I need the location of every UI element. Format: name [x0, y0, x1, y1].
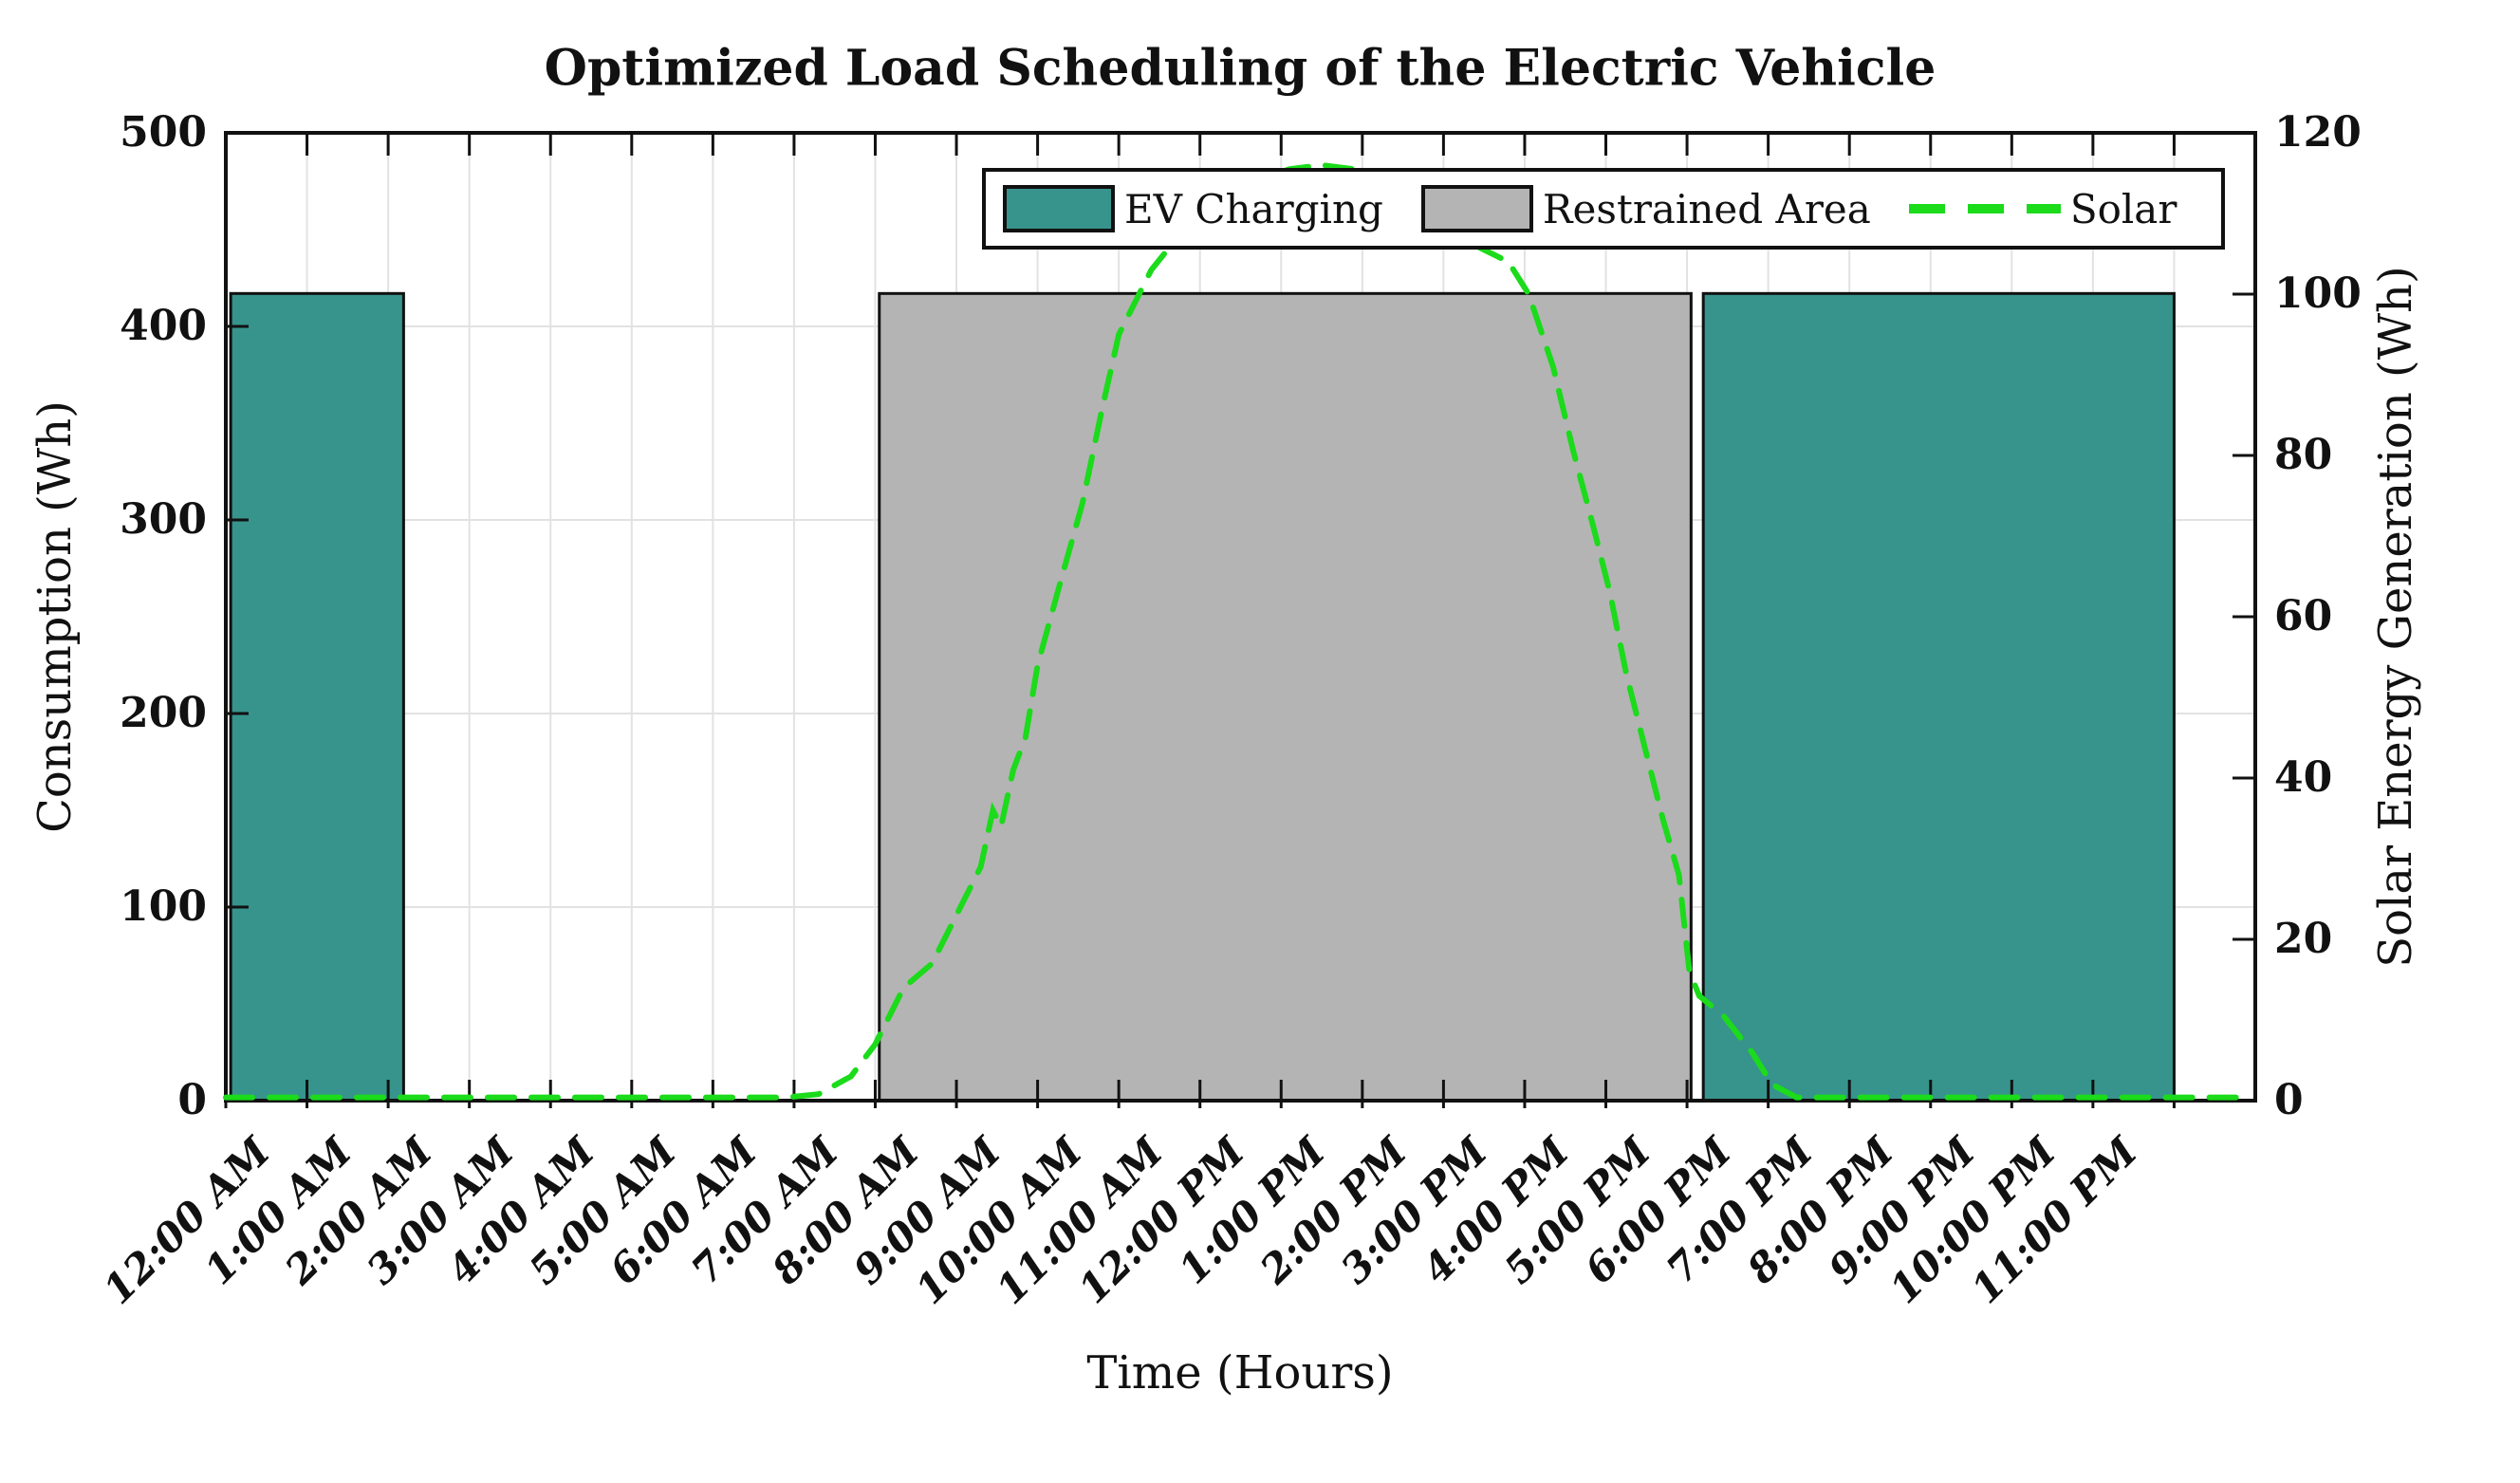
right-tick-label: 80 — [2274, 431, 2333, 479]
ev-charging-bar — [229, 291, 405, 1103]
x-axis-title: Time (Hours) — [1086, 1346, 1394, 1400]
left-tick-label: 0 — [177, 1076, 207, 1124]
legend-dashed-line-solar-icon — [1908, 204, 2061, 213]
right-tick-label: 0 — [2274, 1076, 2304, 1124]
legend-item-restrained-area: Restrained Area — [1420, 185, 1871, 232]
left-tick-label: 500 — [120, 108, 207, 157]
left-tick-label: 400 — [120, 302, 207, 350]
left-axis-title: Consumption (Wh) — [28, 400, 82, 833]
legend: EV Charging Restrained Area Solar — [982, 168, 2225, 250]
left-tick-label: 100 — [120, 882, 207, 931]
restrained-area — [878, 291, 1693, 1103]
legend-swatch-ev-charging-icon — [1003, 185, 1115, 232]
plot-canvas — [223, 131, 2257, 1108]
right-tick-label: 20 — [2274, 915, 2333, 963]
right-tick-label: 100 — [2274, 269, 2362, 318]
legend-item-solar: Solar — [1908, 185, 2177, 232]
right-tick-label: 40 — [2274, 753, 2333, 802]
legend-swatch-restrained-area-icon — [1420, 185, 1533, 232]
legend-item-ev-charging: EV Charging — [1003, 185, 1383, 232]
right-tick-label: 120 — [2274, 108, 2362, 157]
left-tick-label: 200 — [120, 689, 207, 737]
left-tick-label: 300 — [120, 495, 207, 544]
chart-title: Optimized Load Scheduling of the Electri… — [544, 39, 1936, 98]
legend-label-ev-charging: EV Charging — [1124, 185, 1383, 232]
right-tick-label: 60 — [2274, 592, 2333, 640]
ev-charging-bar — [1701, 291, 2176, 1103]
legend-label-solar: Solar — [2069, 185, 2177, 232]
legend-label-restrained-area: Restrained Area — [1542, 185, 1871, 232]
chart-figure: Optimized Load Scheduling of the Electri… — [28, 39, 2422, 1400]
